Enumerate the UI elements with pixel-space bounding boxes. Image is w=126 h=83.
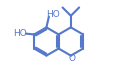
Text: O: O xyxy=(68,54,75,63)
Text: HO: HO xyxy=(46,10,60,19)
Text: HO: HO xyxy=(13,29,27,38)
